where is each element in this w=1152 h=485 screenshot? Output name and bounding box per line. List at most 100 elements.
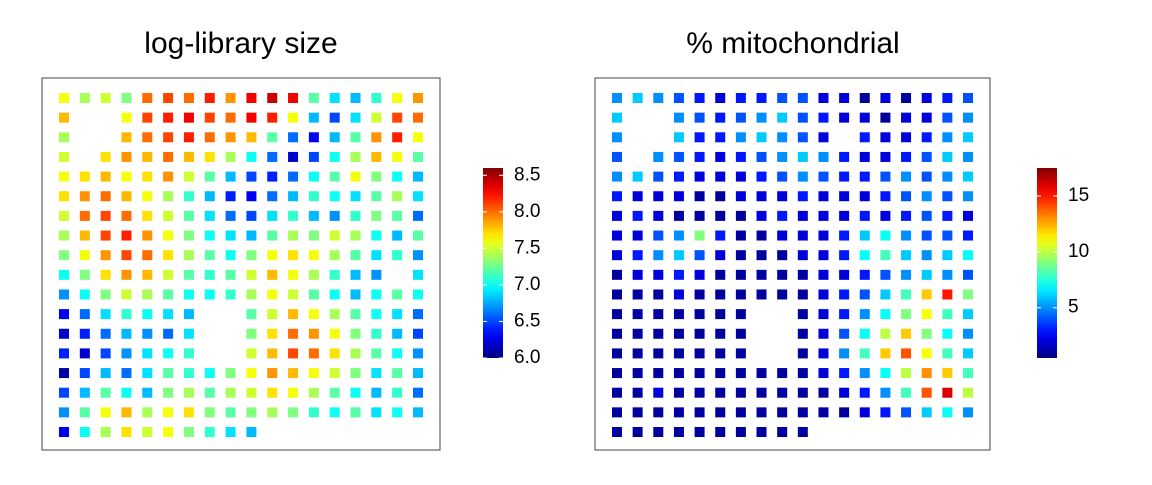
spot: [942, 191, 953, 202]
spot: [921, 171, 932, 182]
spot: [267, 250, 278, 261]
spot: [921, 250, 932, 261]
spot: [267, 368, 278, 379]
spot: [288, 191, 299, 202]
spot: [142, 427, 153, 437]
spot: [350, 132, 361, 143]
spot: [777, 289, 788, 300]
spot: [632, 269, 643, 280]
spot: [371, 328, 382, 339]
spot: [350, 289, 361, 300]
spot: [371, 407, 382, 418]
spot: [880, 191, 891, 202]
spot: [839, 328, 850, 339]
spot: [653, 407, 664, 418]
spot: [735, 191, 746, 202]
colorbar: [483, 168, 503, 358]
spot: [612, 328, 622, 339]
spot: [371, 387, 382, 398]
spot: [818, 171, 829, 182]
spot: [735, 387, 746, 398]
spot: [839, 112, 850, 123]
spot: [308, 191, 319, 202]
spot: [163, 93, 174, 103]
spot: [100, 210, 111, 221]
spot: [673, 289, 684, 300]
spot: [288, 210, 299, 221]
spot: [413, 328, 423, 339]
spot: [225, 210, 236, 221]
spot: [859, 112, 870, 123]
spot: [308, 93, 319, 103]
colorbar: [1037, 168, 1057, 358]
spot: [100, 348, 111, 359]
spot: [142, 112, 153, 123]
spot: [632, 171, 643, 182]
spot: [756, 407, 767, 418]
spot: [694, 210, 705, 221]
spot: [225, 191, 236, 202]
spot: [756, 289, 767, 300]
spot: [329, 93, 340, 103]
spot: [288, 250, 299, 261]
spot: [735, 407, 746, 418]
spot: [880, 387, 891, 398]
spot: [183, 328, 194, 339]
colorbar-tick-label: 7.0: [514, 274, 540, 295]
spot: [859, 93, 870, 103]
spot: [673, 368, 684, 379]
spot: [777, 230, 788, 241]
spot: [142, 151, 153, 162]
spot: [859, 407, 870, 418]
spot: [59, 407, 69, 418]
spot: [288, 348, 299, 359]
spot: [777, 269, 788, 280]
colorbar-tick-label: 6.0: [514, 347, 540, 368]
spot: [350, 309, 361, 320]
spot: [963, 387, 973, 398]
spot: [225, 387, 236, 398]
spot: [921, 93, 932, 103]
spot: [859, 132, 870, 143]
spot: [79, 387, 90, 398]
spot: [901, 132, 912, 143]
spot: [673, 309, 684, 320]
spot: [859, 368, 870, 379]
spot: [901, 171, 912, 182]
spot: [100, 368, 111, 379]
spot: [653, 387, 664, 398]
spot: [653, 348, 664, 359]
spot: [735, 171, 746, 182]
spot: [329, 387, 340, 398]
spot: [392, 171, 403, 182]
spot: [204, 151, 215, 162]
spot: [121, 132, 132, 143]
spot: [121, 328, 132, 339]
spot: [308, 387, 319, 398]
spot: [267, 309, 278, 320]
spot: [715, 191, 726, 202]
spot: [735, 289, 746, 300]
spot: [653, 151, 664, 162]
spot: [183, 289, 194, 300]
spot: [612, 191, 622, 202]
spot: [308, 151, 319, 162]
spot: [673, 427, 684, 437]
spot: [371, 132, 382, 143]
plot-frame: [41, 77, 441, 451]
spot: [371, 151, 382, 162]
spot: [288, 269, 299, 280]
spot: [942, 250, 953, 261]
spot: [350, 112, 361, 123]
spot: [350, 171, 361, 182]
spot: [715, 250, 726, 261]
spot: [267, 269, 278, 280]
spot: [942, 387, 953, 398]
spot: [163, 328, 174, 339]
spot: [79, 348, 90, 359]
spot: [818, 328, 829, 339]
spot: [942, 348, 953, 359]
spot: [308, 171, 319, 182]
spot: [288, 112, 299, 123]
spot: [673, 407, 684, 418]
